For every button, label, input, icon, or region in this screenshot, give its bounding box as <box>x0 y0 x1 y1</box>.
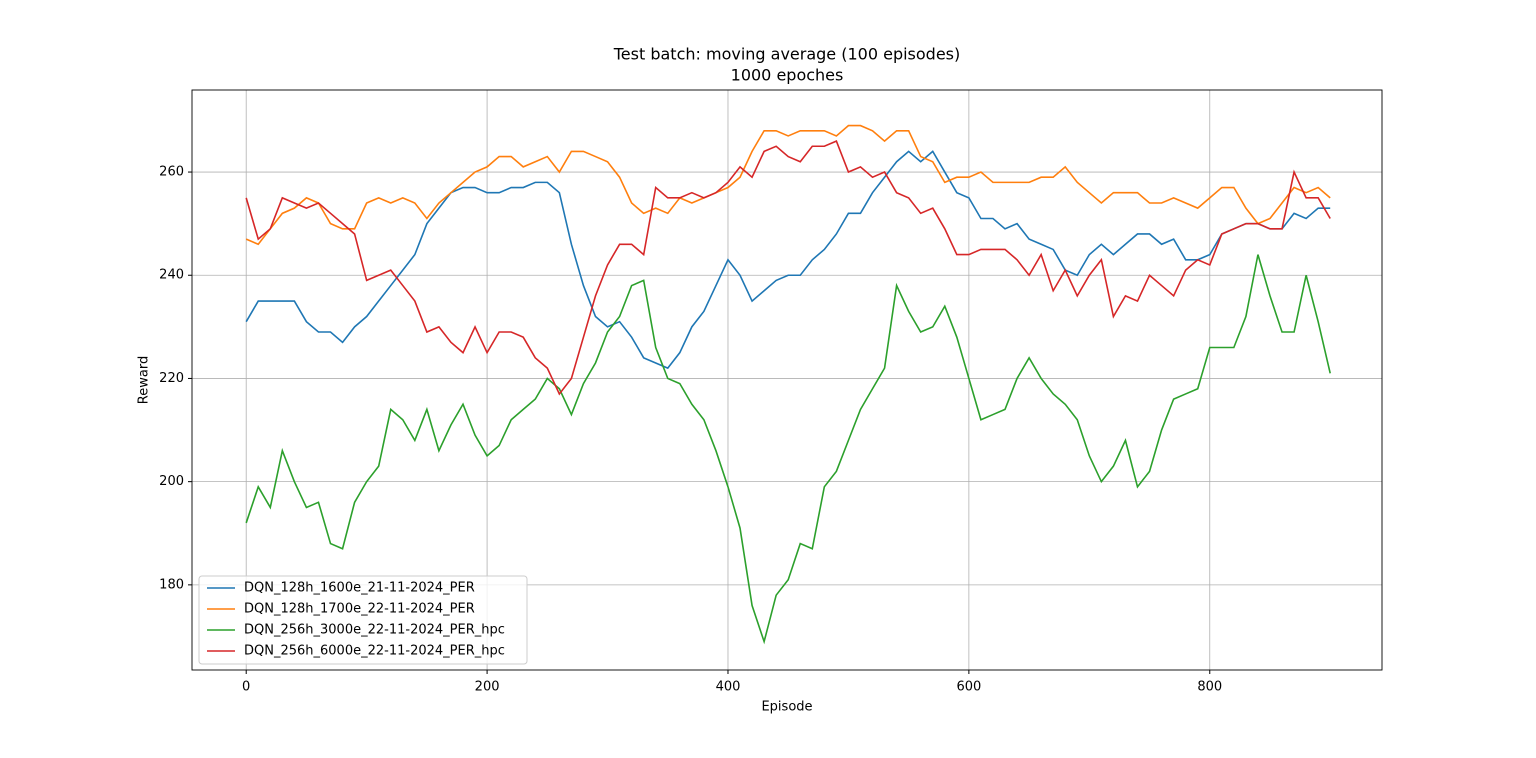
y-tick-label: 200 <box>159 474 184 489</box>
y-axis-label: Reward <box>137 356 152 404</box>
y-tick-label: 260 <box>159 165 184 180</box>
legend-frame <box>198 575 528 665</box>
x-tick-label: 200 <box>475 680 500 695</box>
x-tick-label: 800 <box>1197 680 1222 695</box>
series-line <box>245 140 1331 396</box>
y-tick-label: 220 <box>159 371 184 386</box>
legend-label: DQN_256h_3000e_22-11-2024_PER_hpc <box>244 623 505 638</box>
x-tick-label: 600 <box>956 680 981 695</box>
legend-label: DQN_256h_6000e_22-11-2024_PER_hpc <box>244 644 505 659</box>
x-tick-label: 0 <box>242 680 250 695</box>
legend: DQN_128h_1600e_21-11-2024_PER DQN_128h_17… <box>198 575 528 665</box>
series-line <box>245 150 1331 370</box>
legend-label: DQN_128h_1700e_22-11-2024_PER <box>244 602 475 617</box>
y-tick-label: 240 <box>159 268 184 283</box>
x-tick-label: 400 <box>716 680 741 695</box>
series-line <box>245 124 1331 246</box>
y-tick-label: 180 <box>159 577 184 592</box>
x-axis-label: Episode <box>761 700 812 715</box>
chart-title: Test batch: moving average (100 episodes… <box>613 45 961 64</box>
legend-label: DQN_128h_1600e_21-11-2024_PER <box>244 581 475 596</box>
plot-frame <box>191 89 1383 671</box>
series-line <box>245 254 1331 645</box>
chart-subtitle: 1000 epoches <box>731 66 844 85</box>
